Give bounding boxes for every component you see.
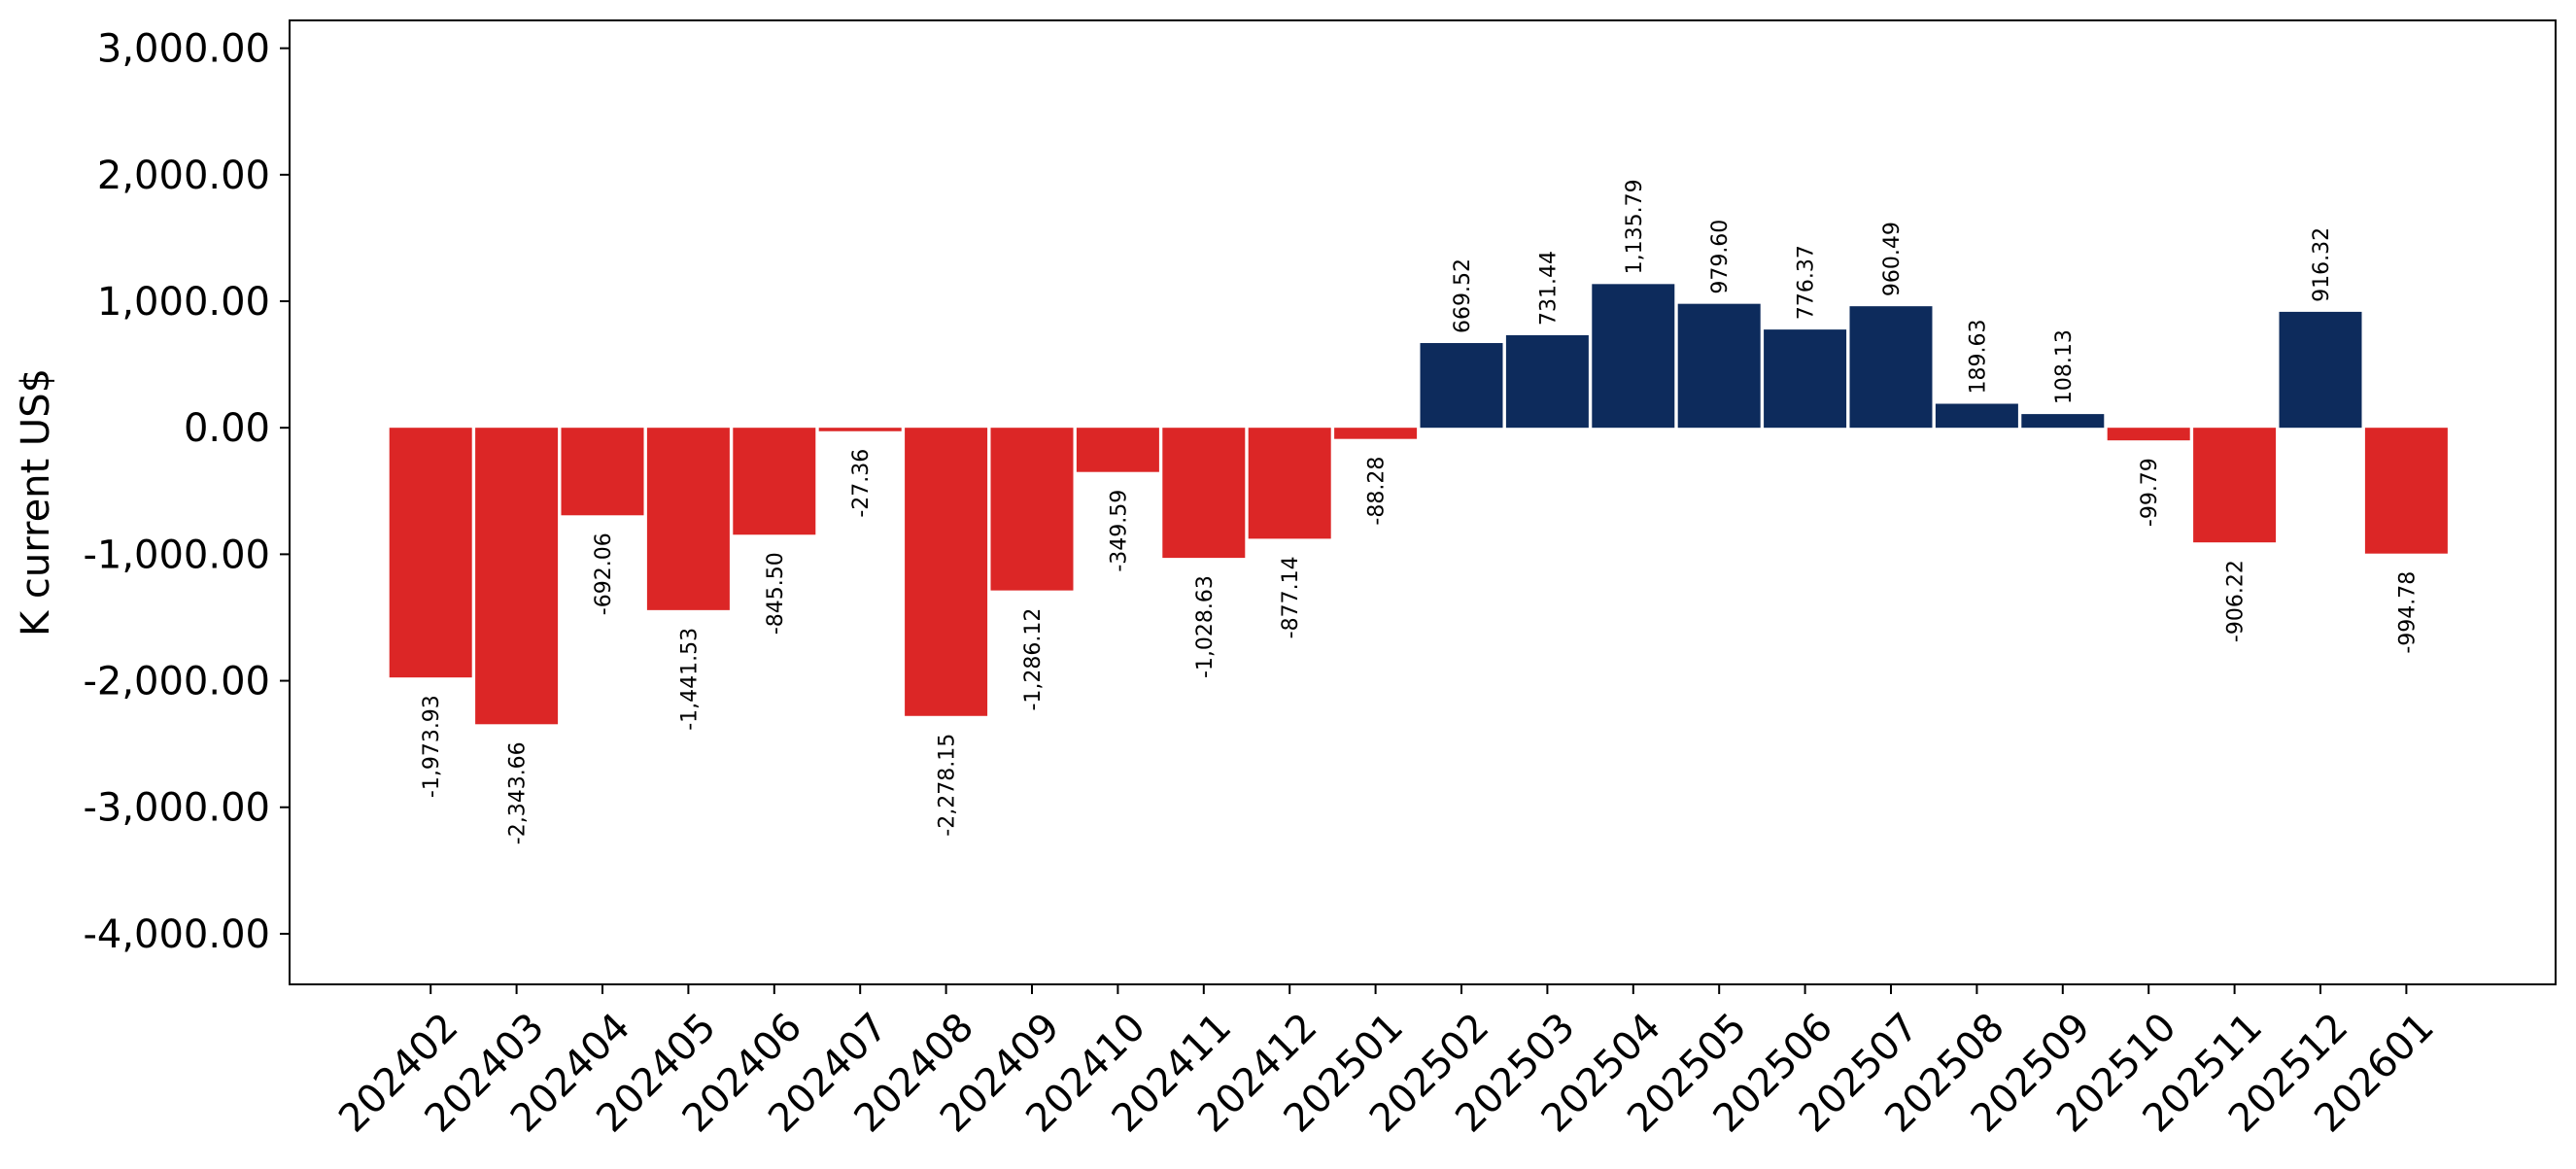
data-label-202509: 108.13 [2052,329,2077,404]
bar-202601 [2364,428,2448,554]
bar-202403 [475,428,559,725]
data-label-202506: 776.37 [1795,245,1819,320]
bar-202411 [1162,428,1246,559]
data-label-202504: 1,135.79 [1623,179,1647,274]
y-axis-title: K current US$ [14,368,58,636]
bar-202505 [1677,303,1761,429]
bar-202409 [990,428,1074,591]
data-label-202412: -877.14 [1279,556,1303,638]
bar-202402 [389,428,472,678]
data-label-202407: -27.36 [849,449,874,518]
data-label-202511: -906.22 [2224,560,2249,642]
bar-202406 [733,428,816,535]
bar-202407 [818,428,902,431]
data-label-202406: -845.50 [764,552,788,635]
data-label-202403: -2,343.66 [506,741,531,844]
data-label-202405: -1,441.53 [677,628,702,731]
data-label-202510: -99.79 [2138,458,2162,527]
bar-202404 [561,428,644,516]
data-label-202502: 669.52 [1451,258,1475,333]
bar-202503 [1505,334,1589,429]
data-label-202402: -1,973.93 [420,695,444,798]
data-label-202410: -349.59 [1107,490,1131,572]
data-label-202409: -1,286.12 [1021,608,1046,711]
data-label-202601: -994.78 [2395,571,2420,654]
bar-202507 [1849,306,1933,429]
data-label-202505: 979.60 [1708,220,1733,294]
bar-202508 [1935,403,2018,429]
plot-frame [289,19,2557,985]
bar-202501 [1334,428,1418,439]
bars-layer [389,284,2448,725]
data-labels-layer: -1,973.93 -2,343.66 -692.06 -1,441.53 -845.5… [420,179,2420,844]
bar-202510 [2107,428,2190,441]
y-tick-label-4: -1,000.00 [83,533,270,577]
bar-202412 [1248,428,1331,539]
bar-202506 [1764,329,1847,429]
data-label-202411: -1,028.63 [1193,575,1218,678]
y-tick-label-5: -2,000.00 [83,660,270,705]
y-tick-label-3: 0.00 [184,406,270,451]
y-tick-label-0: 3,000.00 [97,27,270,72]
y-tick-label-1: 2,000.00 [97,154,270,198]
bar-202512 [2279,311,2362,429]
y-axis: 3,000.00 2,000.00 1,000.00 0.00 -1,000.00 -2,… [83,27,290,957]
bar-202509 [2021,414,2105,429]
bar-202410 [1076,428,1159,472]
bar-202405 [646,428,730,610]
data-label-202512: 916.32 [2310,227,2334,302]
data-label-202501: -88.28 [1365,457,1390,526]
data-label-202404: -692.06 [592,533,616,615]
data-label-202503: 731.44 [1536,251,1561,326]
data-label-202507: 960.49 [1880,222,1905,296]
data-label-202508: 189.63 [1966,320,1990,395]
y-tick-label-2: 1,000.00 [97,280,270,325]
bar-202408 [905,428,988,716]
bar-202504 [1592,284,1675,429]
bar-202502 [1420,343,1503,429]
y-tick-label-7: -4,000.00 [83,912,270,957]
y-tick-label-6: -3,000.00 [83,786,270,831]
data-label-202408: -2,278.15 [936,734,960,837]
bar-202511 [2193,428,2277,543]
